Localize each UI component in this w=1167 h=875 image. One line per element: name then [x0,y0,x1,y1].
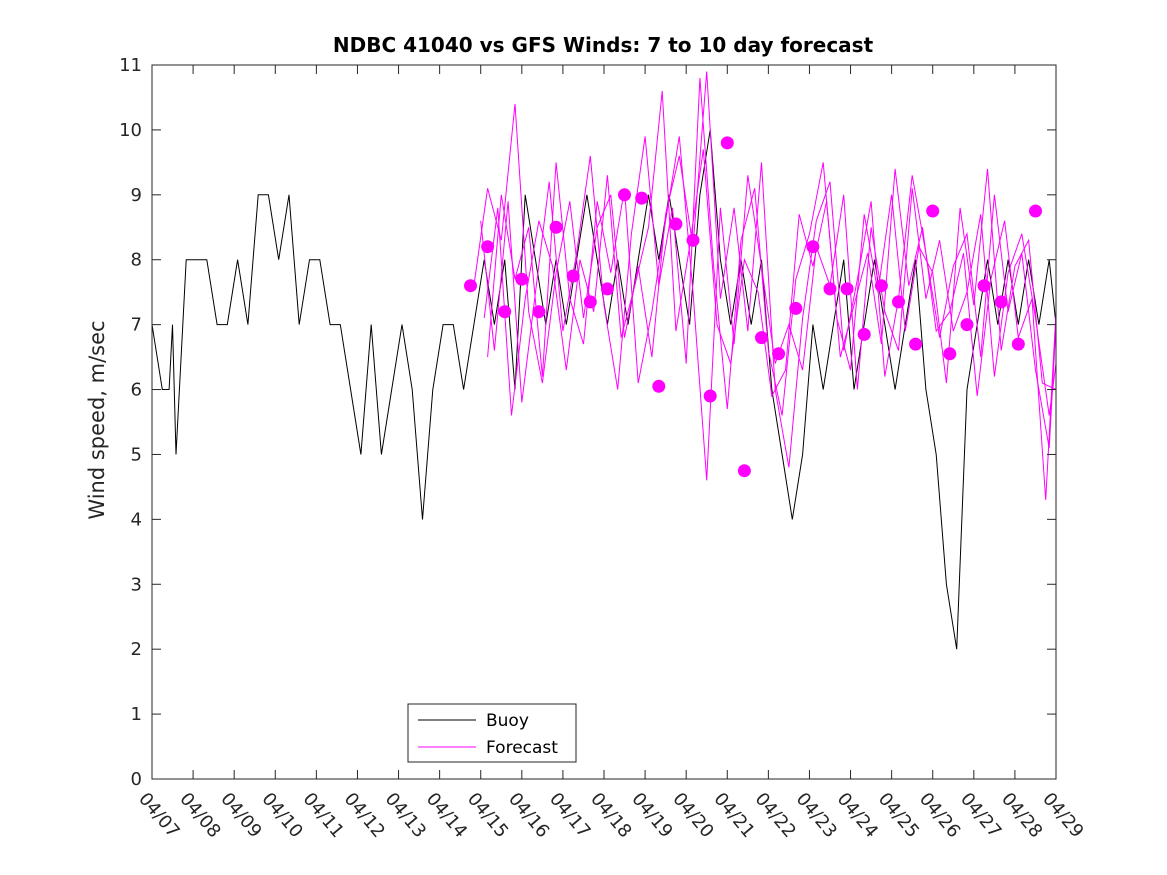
forecast-point [532,305,546,319]
y-tick-label: 10 [119,120,142,141]
x-tick-label: 04/14 [422,789,471,842]
series-buoy-line [151,129,1057,650]
x-tick-label: 04/12 [340,789,389,842]
x-tick-label: 04/09 [216,789,265,842]
legend-buoy-label: Buoy [486,711,529,731]
x-tick-label: 04/11 [299,789,348,842]
forecast-point [789,301,803,315]
plot-markers [464,136,1042,478]
forecast-point [1029,204,1042,218]
x-tick-label: 04/10 [257,789,306,842]
y-tick-label: 8 [131,250,142,271]
forecast-point [703,389,717,403]
forecast-point [652,379,666,393]
forecast-point [600,282,614,296]
y-tick-label: 9 [131,185,142,206]
y-tick-label: 11 [119,55,142,76]
x-tick-label: 04/19 [627,789,676,842]
forecast-point [806,240,820,254]
x-tick-label: 04/28 [997,789,1046,842]
x-tick-label: 04/20 [668,789,717,842]
series-forecast-line-2 [480,77,1057,416]
x-tick-label: 04/16 [504,789,553,842]
y-tick-label: 0 [131,769,142,790]
x-tick-label: 04/29 [1038,789,1087,842]
plot-frame [151,64,1057,780]
forecast-point [515,272,529,286]
y-tick-label: 1 [131,704,142,725]
y-tick-label: 4 [131,509,142,530]
forecast-point [977,279,991,293]
y-axis: 0 1 2 3 4 5 6 7 8 9 10 11 [119,55,1056,790]
series-forecast-line-3 [483,90,1057,500]
y-tick-label: 5 [131,444,142,465]
forecast-point [635,191,649,205]
x-tick-label: 04/24 [833,789,882,842]
x-tick-label: 04/21 [709,789,758,842]
forecast-point [840,282,854,296]
forecast-point [549,220,563,234]
forecast-point [498,305,512,319]
forecast-point [464,279,477,293]
x-tick-label: 04/18 [586,789,635,842]
forecast-point [874,279,888,293]
forecast-point [823,282,837,296]
x-tick-label: 04/25 [874,789,923,842]
forecast-point [909,337,923,351]
x-tick-label: 04/08 [175,789,224,842]
forecast-point [892,295,905,309]
plot-lines [151,71,1057,650]
x-axis: 04/0704/0804/0904/1004/1104/1204/1304/14… [134,65,1088,842]
x-tick-label: 04/22 [751,789,800,842]
forecast-point [720,136,734,150]
forecast-point [926,204,940,218]
forecast-point [618,188,631,202]
y-axis-label: Wind speed, m/sec [85,320,109,519]
series-forecast-line-4 [487,136,1057,481]
y-tick-label: 2 [131,639,142,660]
chart-title: NDBC 41040 vs GFS Winds: 7 to 10 day for… [333,33,874,57]
forecast-point [755,331,768,345]
x-tick-label: 04/17 [545,789,594,842]
forecast-point [481,240,495,254]
y-tick-label: 7 [131,315,142,336]
x-tick-label: 04/13 [381,789,430,842]
forecast-point [669,217,683,231]
x-tick-label: 04/07 [134,789,183,842]
forecast-point [566,269,580,283]
forecast-point [1011,337,1025,351]
x-tick-label: 04/26 [915,789,964,842]
forecast-point [686,233,700,247]
x-tick-label: 04/15 [463,789,512,842]
y-tick-label: 6 [131,380,142,401]
forecast-point [943,347,957,361]
forecast-point [737,464,751,478]
forecast-point [857,327,871,341]
legend: Buoy Forecast [407,703,577,763]
legend-forecast-label: Forecast [486,738,558,758]
y-tick-label: 3 [131,574,142,595]
x-tick-label: 04/27 [956,789,1005,842]
forecast-point [994,295,1008,309]
x-tick-label: 04/23 [792,789,841,842]
forecast-point [583,295,597,309]
legend-box [407,703,577,763]
forecast-point [960,318,974,332]
forecast-point [772,347,786,361]
